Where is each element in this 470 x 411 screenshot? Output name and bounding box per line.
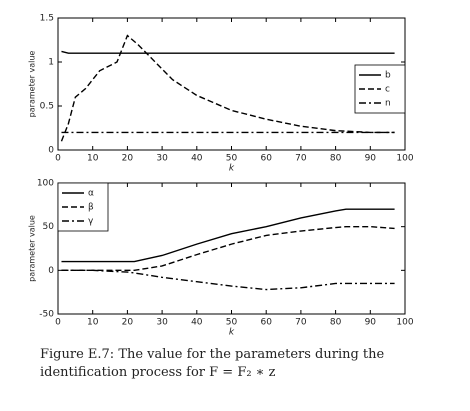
y-tick-label: 1.5 xyxy=(40,14,54,24)
legend-label: b xyxy=(385,71,391,81)
legend-label: α xyxy=(88,189,94,199)
plot-area xyxy=(57,17,406,151)
series-line xyxy=(61,269,395,291)
x-tick-label: 70 xyxy=(295,318,307,328)
x-tick-label: 70 xyxy=(295,154,307,164)
y-tick-label: 1 xyxy=(48,58,54,68)
x-axis-label: k xyxy=(229,164,235,174)
x-tick-label: 60 xyxy=(260,154,272,164)
caption: Figure E.7: The value for the parameters… xyxy=(40,347,385,380)
x-tick-label: 50 xyxy=(226,154,238,164)
x-tick-label: 50 xyxy=(226,318,238,328)
figure: 0 10 20 30 40 50 60 70 80 90 10000.511.5kparameter… xyxy=(28,14,414,338)
x-tick-label: 40 xyxy=(191,154,203,164)
x-tick-label: 90 xyxy=(365,154,377,164)
x-tick-label: 20 xyxy=(122,154,134,164)
y-tick-label: 0 xyxy=(48,266,54,276)
series-line xyxy=(61,208,395,263)
series-line xyxy=(60,34,395,142)
x-tick-label: 30 xyxy=(156,318,168,328)
legend-label: γ xyxy=(88,217,94,227)
y-tick-label: 0 xyxy=(48,146,54,156)
series-line xyxy=(61,225,395,272)
y-tick-label: 0.5 xyxy=(40,102,54,112)
x-tick-label: 10 xyxy=(87,318,99,328)
y-tick-label: 100 xyxy=(37,179,54,189)
y-tick-label: -50 xyxy=(39,310,54,320)
x-tick-label: 0 xyxy=(55,318,61,328)
x-tick-label: 100 xyxy=(396,154,413,164)
series-line xyxy=(61,50,395,54)
x-tick-label: 90 xyxy=(365,318,377,328)
x-tick-label: 40 xyxy=(191,318,203,328)
x-tick-label: 0 xyxy=(55,154,61,164)
y-tick-label: 50 xyxy=(43,222,55,232)
x-tick-label: 60 xyxy=(260,318,272,328)
x-tick-label: 80 xyxy=(330,154,342,164)
x-tick-label: 20 xyxy=(122,318,134,328)
legend-label: n xyxy=(385,99,391,109)
y-axis-label: parameter value xyxy=(28,51,37,118)
y-axis-label: parameter value xyxy=(28,215,37,282)
x-tick-label: 10 xyxy=(87,154,99,164)
x-tick-label: 80 xyxy=(330,318,342,328)
legend-label: c xyxy=(385,85,390,95)
plot-area xyxy=(57,182,406,315)
x-tick-label: 30 xyxy=(156,154,168,164)
x-axis-label: k xyxy=(229,328,235,338)
legend-label: β xyxy=(88,203,94,213)
x-tick-label: 100 xyxy=(396,318,413,328)
